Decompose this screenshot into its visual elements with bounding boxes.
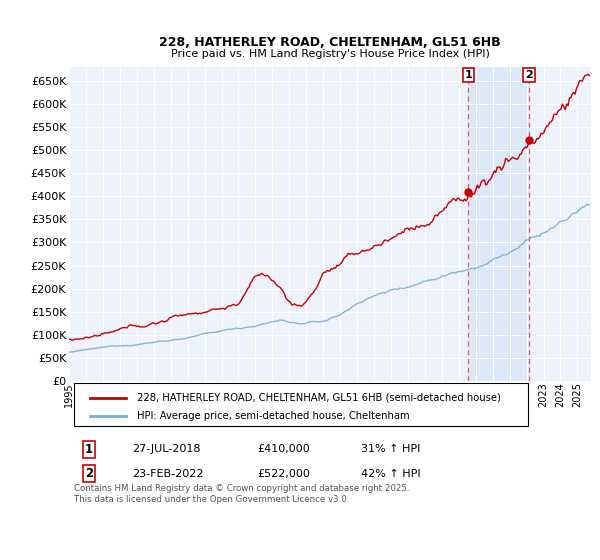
Text: 2: 2: [525, 71, 533, 80]
Text: HPI: Average price, semi-detached house, Cheltenham: HPI: Average price, semi-detached house,…: [137, 411, 409, 421]
Text: £522,000: £522,000: [257, 469, 310, 479]
Text: 42% ↑ HPI: 42% ↑ HPI: [361, 469, 421, 479]
Text: 228, HATHERLEY ROAD, CHELTENHAM, GL51 6HB: 228, HATHERLEY ROAD, CHELTENHAM, GL51 6H…: [159, 35, 501, 49]
Text: 228, HATHERLEY ROAD, CHELTENHAM, GL51 6HB (semi-detached house): 228, HATHERLEY ROAD, CHELTENHAM, GL51 6H…: [137, 393, 501, 403]
Text: £410,000: £410,000: [257, 444, 310, 454]
Text: 2: 2: [85, 467, 93, 480]
Bar: [74, 383, 529, 426]
Text: Contains HM Land Registry data © Crown copyright and database right 2025.
This d: Contains HM Land Registry data © Crown c…: [74, 484, 410, 504]
Text: 23-FEB-2022: 23-FEB-2022: [131, 469, 203, 479]
Text: 27-JUL-2018: 27-JUL-2018: [131, 444, 200, 454]
Text: 31% ↑ HPI: 31% ↑ HPI: [361, 444, 421, 454]
Text: 1: 1: [85, 443, 93, 456]
Text: 1: 1: [464, 71, 472, 80]
Bar: [469, 67, 529, 381]
Text: Price paid vs. HM Land Registry's House Price Index (HPI): Price paid vs. HM Land Registry's House …: [170, 49, 490, 59]
